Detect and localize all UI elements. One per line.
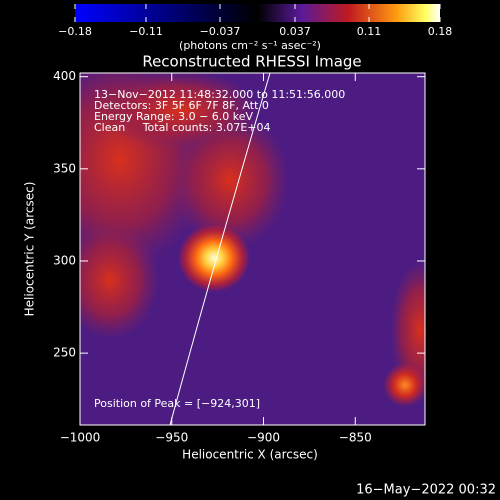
footer-date: 16−May−2022 00:32 bbox=[356, 483, 496, 498]
y-tick-label: 300 bbox=[53, 253, 76, 267]
colorbar-tick-label: 0.037 bbox=[279, 25, 311, 38]
peak-label: Position of Peak = [−924,301] bbox=[94, 397, 260, 410]
x-tick-label: −850 bbox=[339, 431, 372, 445]
colorbar-label: (photons cm⁻² s⁻¹ asec⁻²) bbox=[179, 39, 321, 52]
x-tick-label: −1000 bbox=[60, 431, 101, 445]
x-tick-label: −950 bbox=[155, 431, 188, 445]
y-tick-label: 250 bbox=[53, 346, 76, 360]
chart-title: Reconstructed RHESSI Image bbox=[142, 53, 361, 71]
colorbar-tick-label: 0.18 bbox=[428, 25, 453, 38]
plot-frame bbox=[79, 72, 426, 426]
y-axis-label: Heliocentric Y (arcsec) bbox=[23, 182, 37, 317]
y-tick-label: 400 bbox=[53, 69, 76, 83]
colorbar-tick-label: −0.037 bbox=[200, 25, 241, 38]
y-tick-label: 350 bbox=[53, 161, 76, 175]
annotation: Energy Range: 3.0 − 6.0 keV bbox=[94, 110, 254, 123]
x-tick-label: −900 bbox=[247, 431, 280, 445]
x-axis-label: Heliocentric X (arcsec) bbox=[182, 448, 318, 462]
colorbar bbox=[75, 4, 440, 22]
heatmap-image bbox=[80, 73, 425, 425]
colorbar-tick-label: 0.11 bbox=[357, 25, 382, 38]
annotation: Detectors: 3F 5F 6F 7F 8F, Att 0 bbox=[94, 99, 269, 112]
annotation: Clean Total counts: 3.07E+04 bbox=[94, 121, 271, 134]
solar-limb bbox=[169, 73, 271, 425]
annotation: 13−Nov−2012 11:48:32.000 to 11:51:56.000 bbox=[94, 88, 345, 101]
colorbar-tick-label: −0.11 bbox=[129, 25, 163, 38]
colorbar-tick-label: −0.18 bbox=[58, 25, 92, 38]
